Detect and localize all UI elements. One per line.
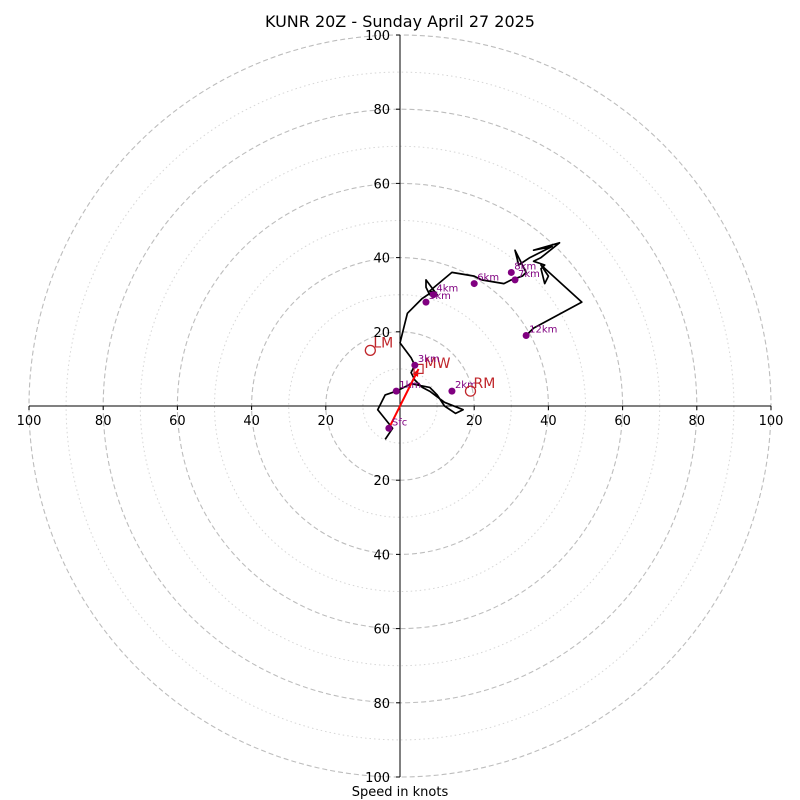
height-marker-label: 2km [455,380,477,391]
y-tick-label: 60 [373,623,390,638]
height-marker-dot [507,268,515,276]
height-marker-dot [470,280,478,288]
x-tick-label: 40 [540,414,557,429]
height-marker-dot [392,387,400,395]
x-tick-label: 60 [614,414,631,429]
height-marker-label: 3km [418,354,440,365]
x-tick-label: 100 [17,414,42,429]
hodograph-trace [376,241,583,440]
storm-motion-marker [464,385,477,397]
y-tick-label: 40 [373,252,390,267]
height-marker-label: 6km [477,273,499,284]
storm-motion-markers: LM RM [364,335,495,397]
y-tick-label: 20 [373,474,390,489]
x-tick-label: 60 [169,414,186,429]
height-marker-dot [385,424,393,432]
height-marker-dot [511,276,519,284]
mean-wind-label: MW [425,356,451,372]
hodograph-trace-group [376,241,583,440]
height-marker-label: 8km [514,261,536,272]
y-tick-label: 80 [373,697,390,712]
height-marker-dot [522,332,530,340]
x-tick-label: 80 [689,414,706,429]
x-tick-label: 20 [466,414,483,429]
x-tick-label: 40 [243,414,260,429]
mean-wind-arrow [387,368,420,429]
height-marker-label: 4km [436,284,458,295]
storm-motion-label: LM [373,335,393,351]
height-marker-label: Sfc [392,417,407,428]
height-marker-dot [429,291,437,299]
y-tick-label: 60 [373,177,390,192]
x-axis-label: Speed in knots [352,785,449,800]
y-tick-label: 80 [373,103,390,118]
height-marker-label: 1km [399,380,421,391]
y-tick-label: 100 [365,771,390,786]
y-tick-label: 100 [365,29,390,44]
storm-motion-label: RM [473,376,495,392]
storm-motion-marker [364,344,376,357]
height-marker-dot [411,361,419,369]
mean-wind-arrow-group: MW [387,356,451,429]
mean-wind-marker [413,363,424,374]
height-marker-label: 5km [429,291,451,302]
height-marker-dot [422,298,430,306]
height-marker-dot [448,387,456,395]
chart-title: KUNR 20Z - Sunday April 27 2025 [265,12,535,31]
y-tick-label: 20 [373,326,390,341]
x-tick-label: 100 [759,414,784,429]
height-marker-label: 12km [529,325,557,336]
y-tick-label: 40 [373,548,390,563]
x-tick-label: 80 [95,414,112,429]
tick-labels: 100 80 60 40 20 20 40 60 80 100 100 80 60 40 20 20 40 60 8… [17,29,784,786]
x-tick-label: 20 [318,414,335,429]
height-marker-label: 7km [518,269,540,280]
